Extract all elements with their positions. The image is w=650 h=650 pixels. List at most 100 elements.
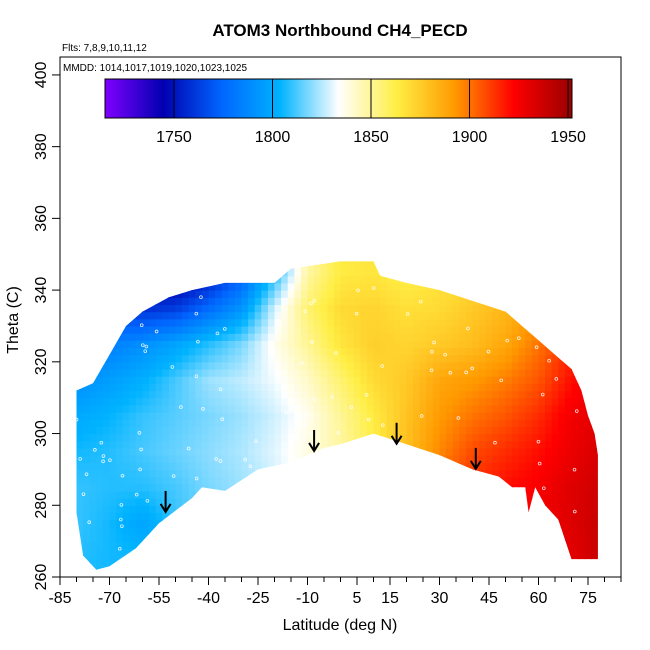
heatmap-cell bbox=[479, 519, 487, 528]
heatmap-cell bbox=[598, 441, 605, 449]
heatmap-cell bbox=[195, 483, 203, 492]
heatmap-cell bbox=[386, 318, 394, 327]
heatmap-cell bbox=[188, 354, 196, 363]
heatmap-cell bbox=[274, 311, 282, 320]
heatmap-cell bbox=[155, 490, 163, 499]
heatmap-cell bbox=[208, 311, 216, 320]
heatmap-cell bbox=[215, 311, 223, 320]
heatmap-cell bbox=[195, 390, 203, 399]
heatmap-cell bbox=[267, 404, 276, 413]
heatmap-cell bbox=[472, 433, 480, 442]
heatmap-cell bbox=[221, 290, 229, 298]
heatmap-cell bbox=[531, 505, 540, 514]
heatmap-cell bbox=[354, 570, 361, 578]
heatmap-cell bbox=[525, 404, 533, 413]
heatmap-cell bbox=[426, 383, 434, 392]
heatmap-cell bbox=[76, 469, 78, 478]
heatmap-cell bbox=[558, 369, 566, 377]
heatmap-cell bbox=[142, 376, 150, 384]
heatmap-cell bbox=[287, 275, 295, 284]
heatmap-cell bbox=[386, 282, 394, 291]
heatmap-cell bbox=[472, 297, 480, 306]
heatmap-cell bbox=[353, 383, 361, 392]
heatmap-cell bbox=[452, 533, 460, 542]
heatmap-cell bbox=[426, 369, 434, 377]
heatmap-cell bbox=[300, 512, 309, 521]
heatmap-cell bbox=[360, 548, 368, 557]
heatmap-cell bbox=[512, 261, 520, 270]
heatmap-cell bbox=[518, 404, 526, 413]
heatmap-cell bbox=[485, 361, 493, 370]
heatmap-cell bbox=[248, 440, 256, 449]
heatmap-cell bbox=[512, 397, 520, 406]
heatmap-cell bbox=[142, 297, 150, 306]
heatmap-cell bbox=[162, 261, 170, 270]
heatmap-cell bbox=[274, 541, 282, 549]
heatmap-cell bbox=[472, 290, 480, 298]
heatmap-cell bbox=[598, 477, 605, 485]
heatmap-cell bbox=[188, 455, 196, 463]
heatmap-cell bbox=[551, 519, 559, 528]
heatmap-cell bbox=[188, 383, 196, 392]
heatmap-cell bbox=[479, 268, 487, 277]
heatmap-cell bbox=[584, 447, 592, 456]
heatmap-cell bbox=[505, 455, 513, 463]
heatmap-cell bbox=[465, 526, 474, 535]
heatmap-cell bbox=[314, 318, 322, 327]
sample-point bbox=[101, 454, 106, 458]
heatmap-cell bbox=[109, 261, 117, 263]
heatmap-cell bbox=[492, 369, 500, 377]
heatmap-cell bbox=[340, 390, 348, 399]
heatmap-cell bbox=[228, 490, 236, 499]
heatmap-cell bbox=[347, 476, 355, 485]
heatmap-cell bbox=[512, 562, 520, 570]
heatmap-cell bbox=[327, 462, 335, 471]
heatmap-cell bbox=[168, 519, 177, 528]
heatmap-cell bbox=[598, 498, 605, 506]
heatmap-cell bbox=[109, 318, 117, 327]
heatmap-cell bbox=[221, 268, 229, 277]
heatmap-cell bbox=[399, 412, 408, 420]
heatmap-cell bbox=[314, 490, 322, 499]
heatmap-cell bbox=[195, 282, 203, 291]
heatmap-cell bbox=[248, 318, 256, 327]
heatmap-cell bbox=[459, 361, 467, 370]
heatmap-cell bbox=[215, 369, 223, 377]
heatmap-cell bbox=[76, 268, 84, 277]
heatmap-cell bbox=[268, 570, 275, 578]
heatmap-cell bbox=[479, 354, 487, 363]
heatmap-cell bbox=[83, 469, 91, 478]
heatmap-cell bbox=[116, 325, 124, 334]
heatmap-cell bbox=[558, 290, 566, 298]
heatmap-cell bbox=[89, 297, 97, 306]
heatmap-cell bbox=[215, 340, 223, 349]
heatmap-cell bbox=[399, 268, 408, 277]
heatmap-cell bbox=[525, 419, 533, 427]
heatmap-cell bbox=[465, 390, 474, 399]
heatmap-cell bbox=[307, 290, 315, 298]
heatmap-cell bbox=[558, 498, 566, 506]
heatmap-cell bbox=[333, 412, 342, 420]
heatmap-cell bbox=[578, 376, 586, 384]
heatmap-cell bbox=[492, 512, 500, 521]
heatmap-cell bbox=[531, 469, 540, 478]
heatmap-cell bbox=[393, 555, 401, 564]
x-tick-label: -55 bbox=[147, 590, 170, 607]
heatmap-cell bbox=[301, 570, 308, 578]
heatmap-cell bbox=[531, 261, 540, 263]
heatmap-cell bbox=[551, 483, 559, 492]
heatmap-cell bbox=[472, 304, 480, 313]
heatmap-cell bbox=[109, 369, 117, 377]
heatmap-cell bbox=[76, 555, 78, 564]
heatmap-cell bbox=[360, 440, 368, 449]
heatmap-cell bbox=[545, 261, 553, 263]
heatmap-cell bbox=[96, 311, 104, 320]
heatmap-cell bbox=[89, 455, 97, 463]
heatmap-cell bbox=[578, 325, 586, 334]
heatmap-cell bbox=[287, 548, 295, 557]
heatmap-cell bbox=[142, 383, 150, 392]
heatmap-cell bbox=[406, 376, 414, 384]
heatmap-cell bbox=[360, 397, 368, 406]
heatmap-cell bbox=[248, 369, 256, 377]
heatmap-cell bbox=[498, 526, 507, 535]
